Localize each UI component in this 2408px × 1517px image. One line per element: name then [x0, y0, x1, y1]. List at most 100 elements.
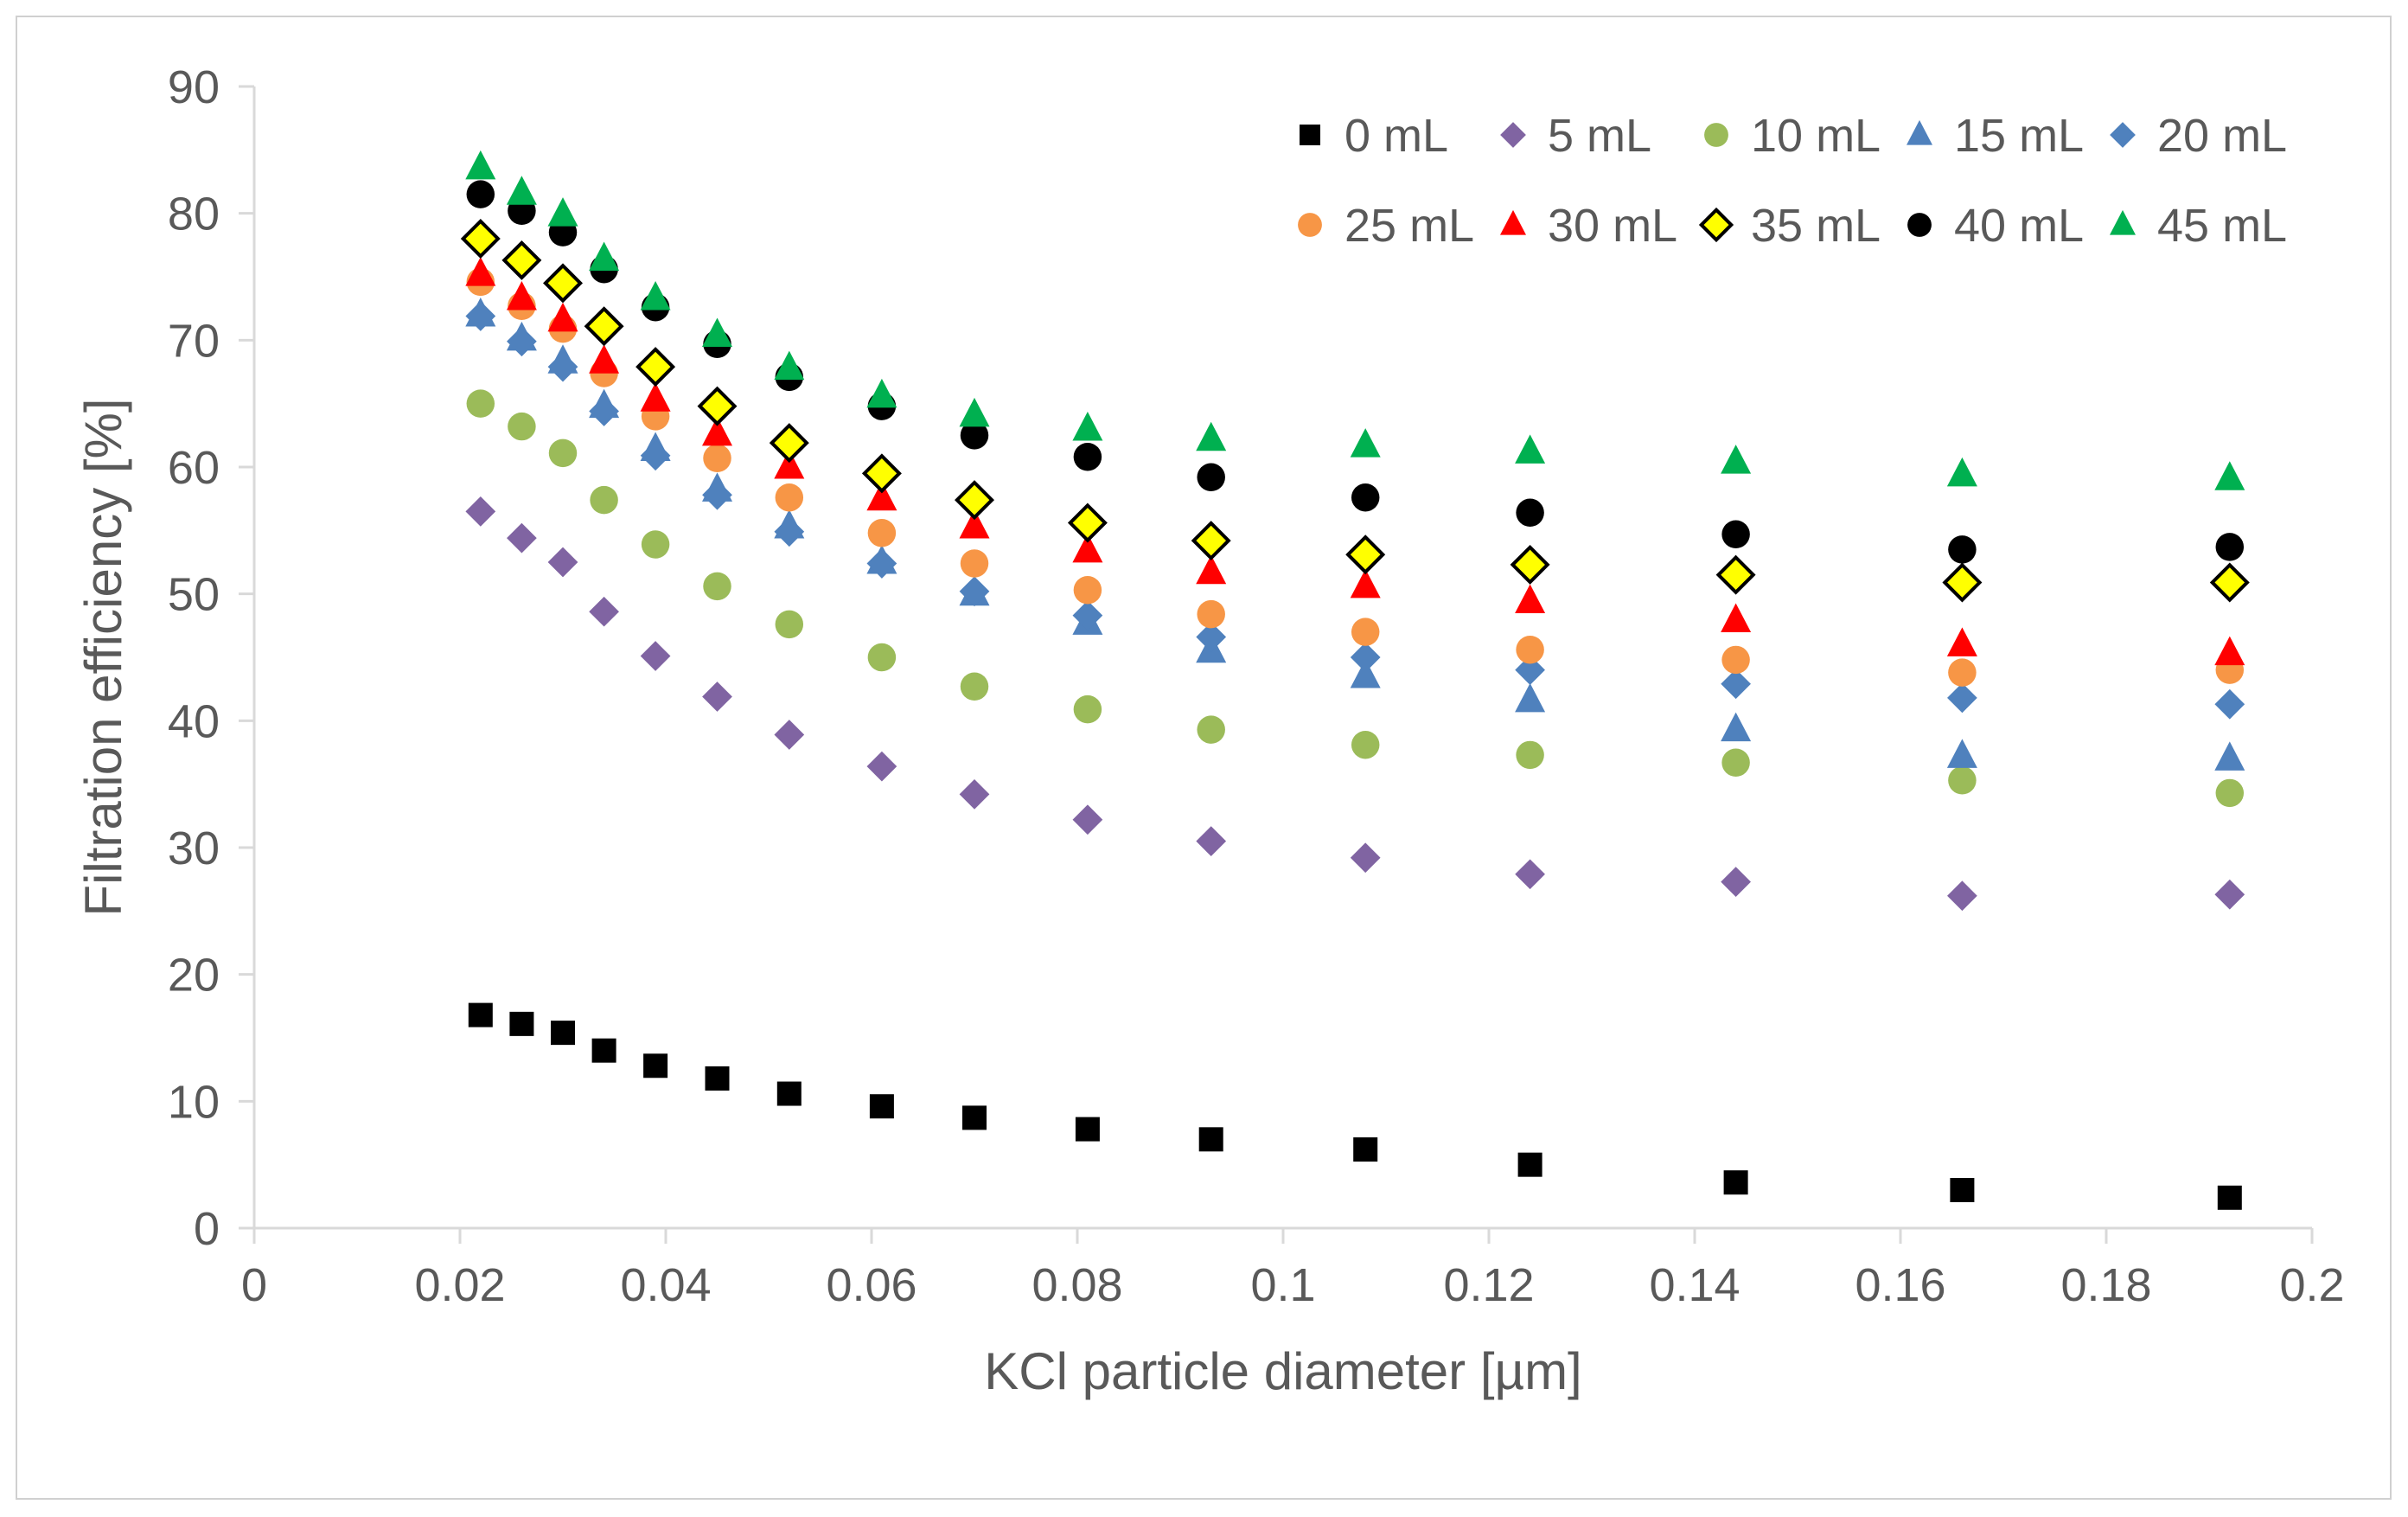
data-point: [1946, 627, 1977, 656]
data-point: [589, 396, 619, 426]
data-point: [703, 572, 731, 601]
data-point: [466, 180, 495, 208]
legend-item: 45 mL: [2110, 200, 2287, 252]
data-point: [1515, 584, 1546, 613]
series-30-ml: [465, 257, 2245, 666]
legend-marker: [1907, 119, 1932, 145]
data-point: [1196, 826, 1227, 857]
data-point: [1198, 1127, 1223, 1152]
data-point: [1948, 535, 1977, 564]
data-point: [1197, 599, 1225, 629]
data-point: [1515, 655, 1545, 686]
series-25-ml: [466, 267, 2245, 687]
y-tick-label: 80: [168, 189, 220, 240]
data-point: [465, 257, 496, 286]
legend-label: 10 mL: [1751, 110, 1881, 162]
data-point: [959, 509, 990, 539]
data-point: [867, 519, 897, 547]
data-point: [1345, 534, 1386, 575]
data-points: [460, 150, 2250, 1210]
x-tick-label: 0.14: [1649, 1259, 1740, 1311]
data-point: [869, 1094, 894, 1119]
y-tick-label: 90: [168, 61, 220, 113]
data-point: [543, 263, 583, 304]
y-tick-label: 0: [194, 1203, 220, 1255]
legend-marker: [1704, 123, 1728, 147]
data-point: [1946, 457, 1977, 487]
filtration-efficiency-chart: 0 10 20 30 40 50 60 70 80 90 0 0.02 0.04 0.06 0.08 0.1…: [74, 61, 2345, 1400]
data-point: [1351, 618, 1380, 646]
data-point: [1721, 669, 1751, 700]
data-point: [643, 1053, 668, 1079]
data-point: [861, 453, 902, 494]
data-point: [776, 1081, 802, 1106]
data-point: [1715, 554, 1756, 595]
data-point: [1350, 428, 1381, 458]
data-point: [460, 219, 501, 259]
data-point: [702, 416, 732, 446]
data-point: [1072, 412, 1103, 441]
data-point: [2215, 778, 2245, 808]
data-point: [1075, 1117, 1100, 1142]
data-point: [1947, 880, 1977, 912]
legend-label: 40 mL: [1954, 200, 2084, 252]
data-point: [1072, 533, 1103, 563]
data-point: [1196, 622, 1227, 652]
data-point: [774, 350, 805, 381]
data-point: [1721, 712, 1752, 742]
data-point: [774, 720, 805, 750]
data-point: [1721, 748, 1750, 777]
data-point: [1350, 568, 1381, 598]
data-point: [589, 596, 619, 627]
data-point: [640, 382, 671, 412]
data-point: [468, 1002, 493, 1027]
legend-label: 5 mL: [1548, 110, 1651, 162]
data-point: [1721, 645, 1750, 675]
series-15-ml: [465, 298, 2245, 771]
legend-label: 30 mL: [1548, 200, 1677, 252]
data-point: [1073, 694, 1102, 724]
data-point: [547, 302, 578, 332]
data-point: [775, 483, 804, 512]
x-tick-label: 0.04: [620, 1259, 711, 1311]
x-tick-label: 0.08: [1032, 1259, 1122, 1311]
data-point: [769, 423, 809, 464]
data-point: [702, 682, 732, 712]
data-point: [508, 412, 536, 441]
data-point: [509, 1011, 534, 1036]
data-point: [591, 1038, 616, 1063]
data-point: [640, 440, 671, 471]
data-point: [702, 479, 732, 510]
data-point: [2214, 636, 2245, 666]
y-tick-label: 30: [168, 823, 220, 874]
data-point: [955, 480, 994, 521]
x-tick-label: 0.06: [826, 1259, 917, 1311]
data-point: [636, 347, 676, 387]
data-point: [960, 672, 989, 701]
data-point: [1948, 766, 1977, 795]
data-point: [507, 522, 537, 554]
data-point: [589, 241, 620, 271]
data-point: [1721, 520, 1750, 548]
data-point: [1350, 642, 1381, 673]
data-point: [590, 485, 618, 515]
legend-item: 35 mL: [1698, 200, 1881, 252]
data-point: [1196, 554, 1227, 585]
legend-marker: [1698, 207, 1734, 243]
data-point: [547, 197, 578, 227]
data-point: [584, 306, 624, 347]
axes: [252, 86, 2312, 1230]
data-point: [697, 386, 738, 426]
data-point: [1197, 463, 1225, 491]
y-tick-label: 40: [168, 695, 220, 747]
data-point: [1516, 740, 1544, 770]
legend-marker: [1300, 125, 1320, 145]
data-point: [1072, 804, 1103, 835]
data-point: [774, 516, 805, 547]
data-point: [1942, 562, 1983, 603]
data-point: [548, 438, 578, 468]
data-point: [547, 351, 578, 382]
chart-frame: 0 10 20 30 40 50 60 70 80 90 0 0.02 0.04 0.06 0.08 0.1…: [16, 16, 2392, 1500]
data-point: [1723, 1170, 1748, 1195]
data-point: [1350, 659, 1381, 688]
